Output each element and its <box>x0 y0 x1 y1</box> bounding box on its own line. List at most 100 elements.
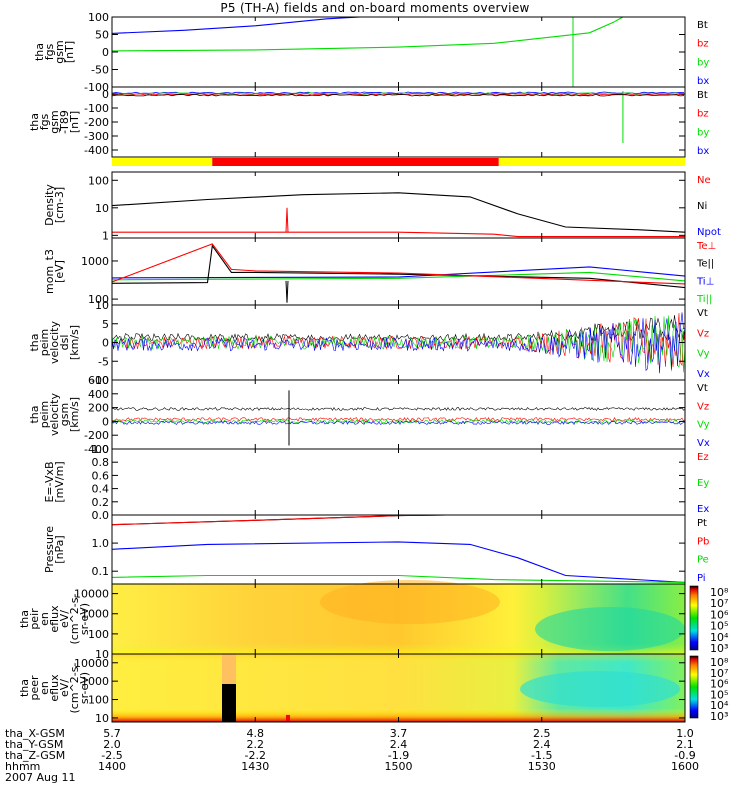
y-tick-label: 600 <box>88 374 109 387</box>
series-density-Ne <box>112 231 685 238</box>
y-axis-label: mom_t3 <box>43 249 56 294</box>
legend-Ti||: Ti|| <box>696 294 712 305</box>
colorbar-tick-label: 10⁶ <box>710 608 729 621</box>
legend-Vt: Vt <box>697 383 708 394</box>
y-axis-label: (cm^2-s- <box>68 594 81 645</box>
y-axis-label: eV/ <box>58 610 71 628</box>
y-axis-label: en <box>38 681 51 695</box>
series-vel_gsm-trace <box>111 420 686 426</box>
y-axis-label: E=-VxB <box>43 461 56 502</box>
colorbar-peer <box>689 655 699 719</box>
y-tick-label: 0.4 <box>92 483 110 496</box>
panel-frame-efield <box>111 448 686 516</box>
y-axis-label: [cm-3] <box>53 187 66 223</box>
legend-Ni: Ni <box>697 201 707 212</box>
y-axis-label: [mV/m] <box>53 461 66 502</box>
y-axis-label: [nPa] <box>53 535 66 563</box>
y-tick-label: 200 <box>88 402 109 415</box>
y-axis-label: tha <box>28 405 41 423</box>
y-axis-label: gsm <box>58 403 71 426</box>
y-tick-label: 1000 <box>81 675 109 688</box>
legend-Bt: Bt <box>697 20 708 31</box>
y-tick-label: -100 <box>84 102 109 115</box>
legend-bx: bx <box>697 146 709 157</box>
panel-frame-vel_gsm <box>111 379 686 450</box>
y-axis-label: [nT] <box>68 111 81 133</box>
series-temp-Ti⊥ <box>111 266 686 279</box>
y-axis-label: eflux <box>48 605 61 633</box>
y-axis-label: [nT] <box>63 41 76 63</box>
y-tick-label: 1.0 <box>92 443 110 456</box>
y-tick-label: 100 <box>88 694 109 707</box>
y-tick-label: 0.1 <box>92 565 110 578</box>
legend-Vx: Vx <box>697 438 710 449</box>
series-vel_dsl-trace <box>111 312 686 374</box>
y-tick-label: -10 <box>91 374 109 387</box>
y-axis-label: eV/ <box>58 679 71 697</box>
colorbar-tick-label: 10⁷ <box>710 597 728 610</box>
series-vel_gsm-trace <box>111 407 686 411</box>
y-tick-label: 0 <box>102 88 109 101</box>
colorbar-tick-label: 10⁷ <box>710 667 728 680</box>
y-tick-label: -300 <box>84 130 109 143</box>
colorbar-tick-label: 10⁶ <box>710 678 729 691</box>
y-tick-label: 10000 <box>74 657 109 670</box>
series-temp-Ti|| <box>111 271 686 282</box>
y-tick-label: 0.6 <box>92 469 110 482</box>
y-tick-label: -100 <box>84 81 109 94</box>
series-pressure-Pi <box>111 541 686 583</box>
y-tick-label: 10 <box>95 712 109 725</box>
y-tick-label: -400 <box>84 144 109 157</box>
y-tick-label: 0.2 <box>92 496 110 509</box>
colorbar-tick-label: 10³ <box>710 642 728 655</box>
y-axis-label: tha <box>18 679 31 697</box>
legend-Te||: Te|| <box>696 259 714 270</box>
legend-Vy: Vy <box>697 349 710 360</box>
legend-Npot: Npot <box>697 227 721 238</box>
y-axis-label: [eV] <box>53 260 66 283</box>
panel-axes <box>111 16 686 723</box>
y-axis-label: eflux <box>48 674 61 702</box>
y-tick-label: 1.0 <box>92 537 110 550</box>
spectrogram-spike <box>286 715 290 722</box>
y-axis-label: fgs <box>38 113 51 130</box>
y-axis-label: peir <box>28 608 41 630</box>
legend-Ey: Ey <box>697 478 709 489</box>
y-tick-label: 0 <box>102 337 109 350</box>
y-axis-label: peer <box>28 675 41 701</box>
spectrogram-gap <box>222 684 236 722</box>
series-fgs-bx <box>111 16 361 34</box>
y-axis-label: Density <box>43 184 56 226</box>
legend-Ne: Ne <box>697 175 711 186</box>
y-tick-label: -5 <box>98 355 109 368</box>
y-tick-label: -200 <box>84 116 109 129</box>
y-axis-label: velocity <box>48 393 61 436</box>
series-temp-Te|| <box>111 244 686 289</box>
fgs-t89-trace <box>111 93 685 96</box>
y-axis-label: tha <box>18 610 31 628</box>
panel-frame-temp <box>111 237 686 306</box>
y-axis-label: sr-eV) <box>78 603 91 635</box>
series-vel_gsm-trace <box>111 417 686 422</box>
panel-frame-fgs <box>111 16 686 88</box>
y-tick-label: 10 <box>95 202 109 215</box>
legend-by: by <box>697 57 709 68</box>
fgs-t89-trace <box>111 93 685 97</box>
legend-Ez: Ez <box>697 452 709 463</box>
y-tick-label: 0 <box>102 46 109 59</box>
legend-Pt: Pt <box>697 518 707 529</box>
legend-Vt: Vt <box>697 308 708 319</box>
legend-Te⊥: Te⊥ <box>696 241 716 252</box>
y-tick-label: -200 <box>84 429 109 442</box>
legend-Pi: Pi <box>697 573 706 584</box>
panel-data <box>111 16 686 583</box>
y-axis-label: Pressure <box>43 526 56 573</box>
y-axis-label: velocity <box>48 321 61 364</box>
y-tick-label: 1000 <box>81 608 109 621</box>
colorbar-tick-label: 10⁵ <box>710 620 728 633</box>
y-tick-label: 0 <box>102 415 109 428</box>
y-tick-label: -400 <box>84 443 109 456</box>
fgs-t89-trace <box>111 92 684 95</box>
temp-dip <box>285 280 289 303</box>
